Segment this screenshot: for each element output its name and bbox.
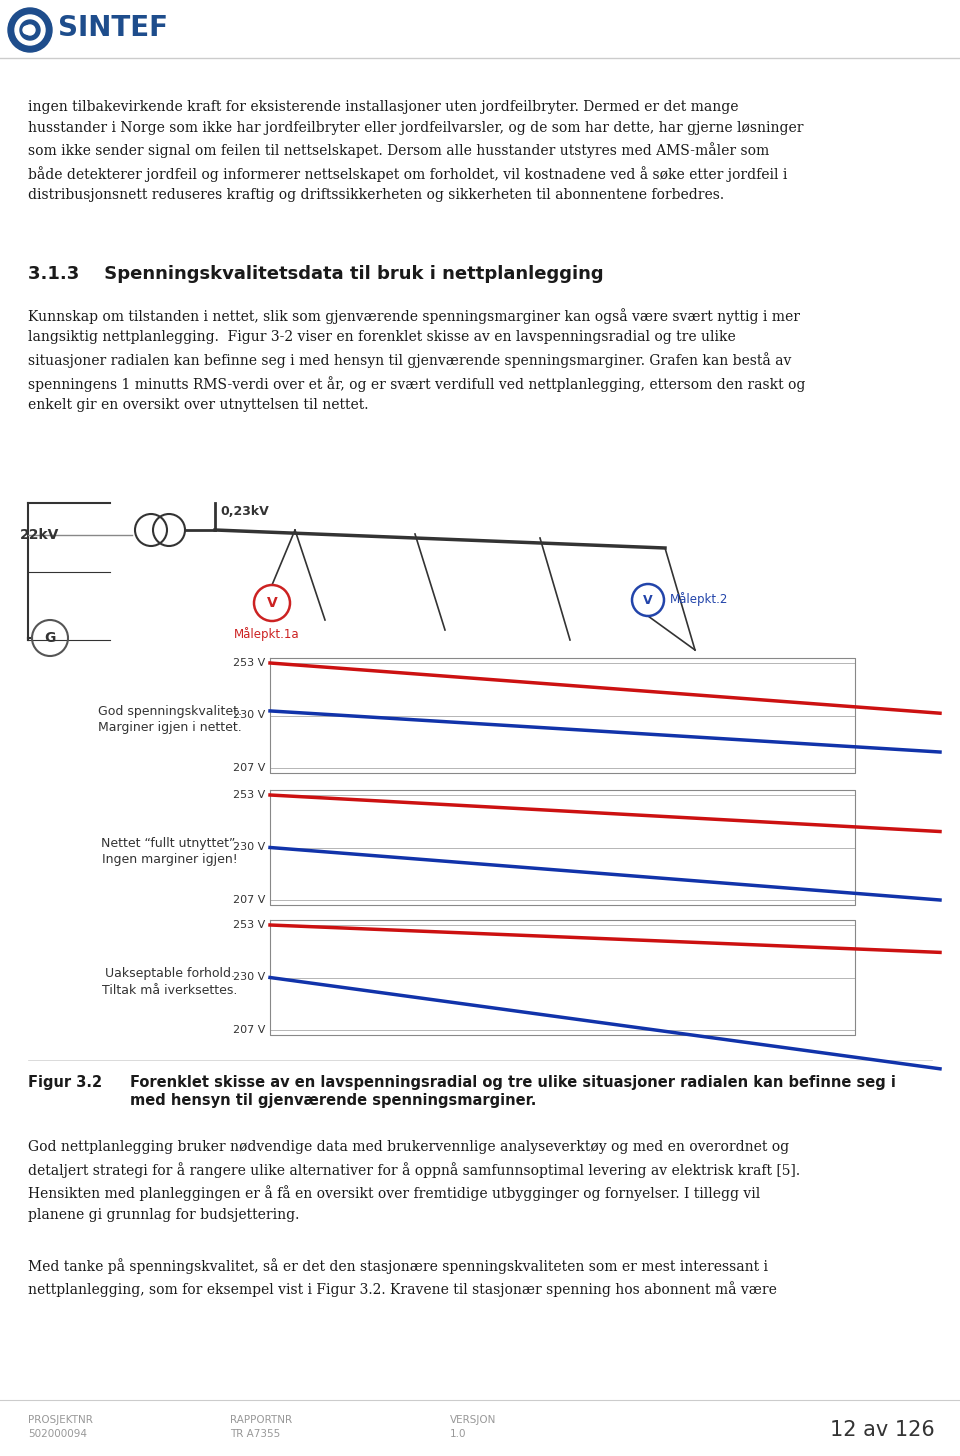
Text: V: V bbox=[267, 596, 277, 610]
Text: 230 V: 230 V bbox=[232, 973, 265, 983]
Text: Uakseptable forhold.: Uakseptable forhold. bbox=[105, 967, 235, 980]
Text: 0,23kV: 0,23kV bbox=[220, 505, 269, 518]
Text: 12 av 126: 12 av 126 bbox=[830, 1420, 935, 1440]
Text: 253 V: 253 V bbox=[232, 658, 265, 668]
Text: 1.0: 1.0 bbox=[450, 1428, 467, 1439]
Text: RAPPORTNR: RAPPORTNR bbox=[230, 1415, 292, 1425]
Text: VERSJON: VERSJON bbox=[450, 1415, 496, 1425]
Text: 3.1.3    Spenningskvalitetsdata til bruk i nettplanlegging: 3.1.3 Spenningskvalitetsdata til bruk i … bbox=[28, 265, 604, 282]
Text: 207 V: 207 V bbox=[232, 1025, 265, 1035]
Text: Forenklet skisse av en lavspenningsradial og tre ulike situasjoner radialen kan : Forenklet skisse av en lavspenningsradia… bbox=[130, 1075, 896, 1091]
Circle shape bbox=[20, 20, 40, 39]
Text: 230 V: 230 V bbox=[232, 711, 265, 721]
Text: 230 V: 230 V bbox=[232, 843, 265, 853]
Text: Kunnskap om tilstanden i nettet, slik som gjenværende spenningsmarginer kan også: Kunnskap om tilstanden i nettet, slik so… bbox=[28, 309, 805, 412]
Circle shape bbox=[8, 7, 52, 52]
Text: Målepkt.1a: Målepkt.1a bbox=[234, 628, 300, 641]
Circle shape bbox=[25, 25, 35, 35]
Circle shape bbox=[15, 15, 45, 45]
Text: Tiltak må iverksettes.: Tiltak må iverksettes. bbox=[103, 983, 238, 996]
Text: 502000094: 502000094 bbox=[28, 1428, 87, 1439]
Text: 207 V: 207 V bbox=[232, 895, 265, 906]
Text: SINTEF: SINTEF bbox=[58, 15, 168, 42]
Text: med hensyn til gjenværende spenningsmarginer.: med hensyn til gjenværende spenningsmarg… bbox=[130, 1093, 537, 1108]
Text: Nettet “fullt utnyttet”.: Nettet “fullt utnyttet”. bbox=[101, 837, 239, 850]
Text: 207 V: 207 V bbox=[232, 763, 265, 773]
Text: God spenningskvalitet.: God spenningskvalitet. bbox=[98, 706, 242, 718]
Text: 253 V: 253 V bbox=[232, 791, 265, 799]
Text: G: G bbox=[44, 630, 56, 645]
Text: V: V bbox=[643, 594, 653, 607]
Text: Med tanke på spenningskvalitet, så er det den stasjonære spenningskvaliteten som: Med tanke på spenningskvalitet, så er de… bbox=[28, 1258, 777, 1297]
Text: 253 V: 253 V bbox=[232, 920, 265, 930]
Text: God nettplanlegging bruker nødvendige data med brukervennlige analyseverktøy og : God nettplanlegging bruker nødvendige da… bbox=[28, 1140, 800, 1222]
Text: Ingen marginer igjen!: Ingen marginer igjen! bbox=[102, 853, 238, 866]
Text: Marginer igjen i nettet.: Marginer igjen i nettet. bbox=[98, 722, 242, 734]
Text: Figur 3.2: Figur 3.2 bbox=[28, 1075, 102, 1091]
Text: Målepkt.2: Målepkt.2 bbox=[670, 593, 729, 606]
Text: PROSJEKTNR: PROSJEKTNR bbox=[28, 1415, 93, 1425]
Text: 22kV: 22kV bbox=[20, 529, 60, 542]
Circle shape bbox=[23, 26, 31, 33]
Text: TR A7355: TR A7355 bbox=[230, 1428, 280, 1439]
Text: ingen tilbakevirkende kraft for eksisterende installasjoner uten jordfeilbryter.: ingen tilbakevirkende kraft for eksister… bbox=[28, 100, 804, 202]
